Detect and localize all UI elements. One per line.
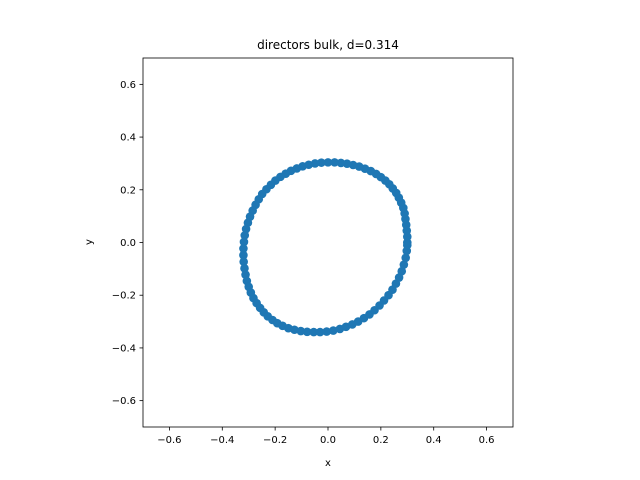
data-points <box>239 158 412 337</box>
data-point <box>302 327 312 337</box>
y-tick-label: −0.2 <box>112 291 136 302</box>
data-point <box>240 264 249 273</box>
data-point <box>336 158 346 168</box>
x-tick-label: 0.6 <box>479 435 495 446</box>
y-tick-label: 0.2 <box>120 185 136 196</box>
x-tick-label: −0.4 <box>210 435 234 446</box>
data-point <box>239 250 248 260</box>
data-point <box>296 326 306 336</box>
chart-title: directors bulk, d=0.314 <box>257 38 399 52</box>
data-point <box>239 244 248 253</box>
y-tick-label: 0.6 <box>120 80 136 91</box>
x-axis-ticks: −0.6 −0.4 −0.2 0.0 0.2 0.4 0.6 <box>157 427 495 446</box>
x-tick-label: −0.2 <box>263 435 287 446</box>
data-point <box>239 257 248 267</box>
data-point <box>317 158 326 167</box>
y-tick-label: 0.0 <box>120 238 136 249</box>
data-point <box>309 327 319 337</box>
data-point <box>401 253 411 263</box>
y-tick-label: −0.4 <box>112 343 136 354</box>
data-point <box>399 260 409 269</box>
data-point <box>330 158 339 167</box>
data-point <box>328 326 338 335</box>
x-tick-label: 0.0 <box>320 435 336 446</box>
y-axis-ticks: −0.6 −0.4 −0.2 0.0 0.2 0.4 0.6 <box>112 80 143 407</box>
x-axis-label: x <box>325 458 331 469</box>
y-axis-label: y <box>84 239 95 245</box>
data-point <box>240 231 250 240</box>
y-tick-label: 0.4 <box>120 133 136 144</box>
x-tick-label: 0.4 <box>426 435 442 446</box>
data-point <box>402 240 412 250</box>
data-point <box>315 327 325 337</box>
data-point <box>322 327 331 336</box>
data-point <box>239 237 249 247</box>
data-point <box>323 158 333 167</box>
y-tick-label: −0.6 <box>112 396 136 407</box>
x-tick-label: −0.6 <box>157 435 181 446</box>
x-tick-label: 0.2 <box>373 435 389 446</box>
data-point <box>397 266 407 276</box>
